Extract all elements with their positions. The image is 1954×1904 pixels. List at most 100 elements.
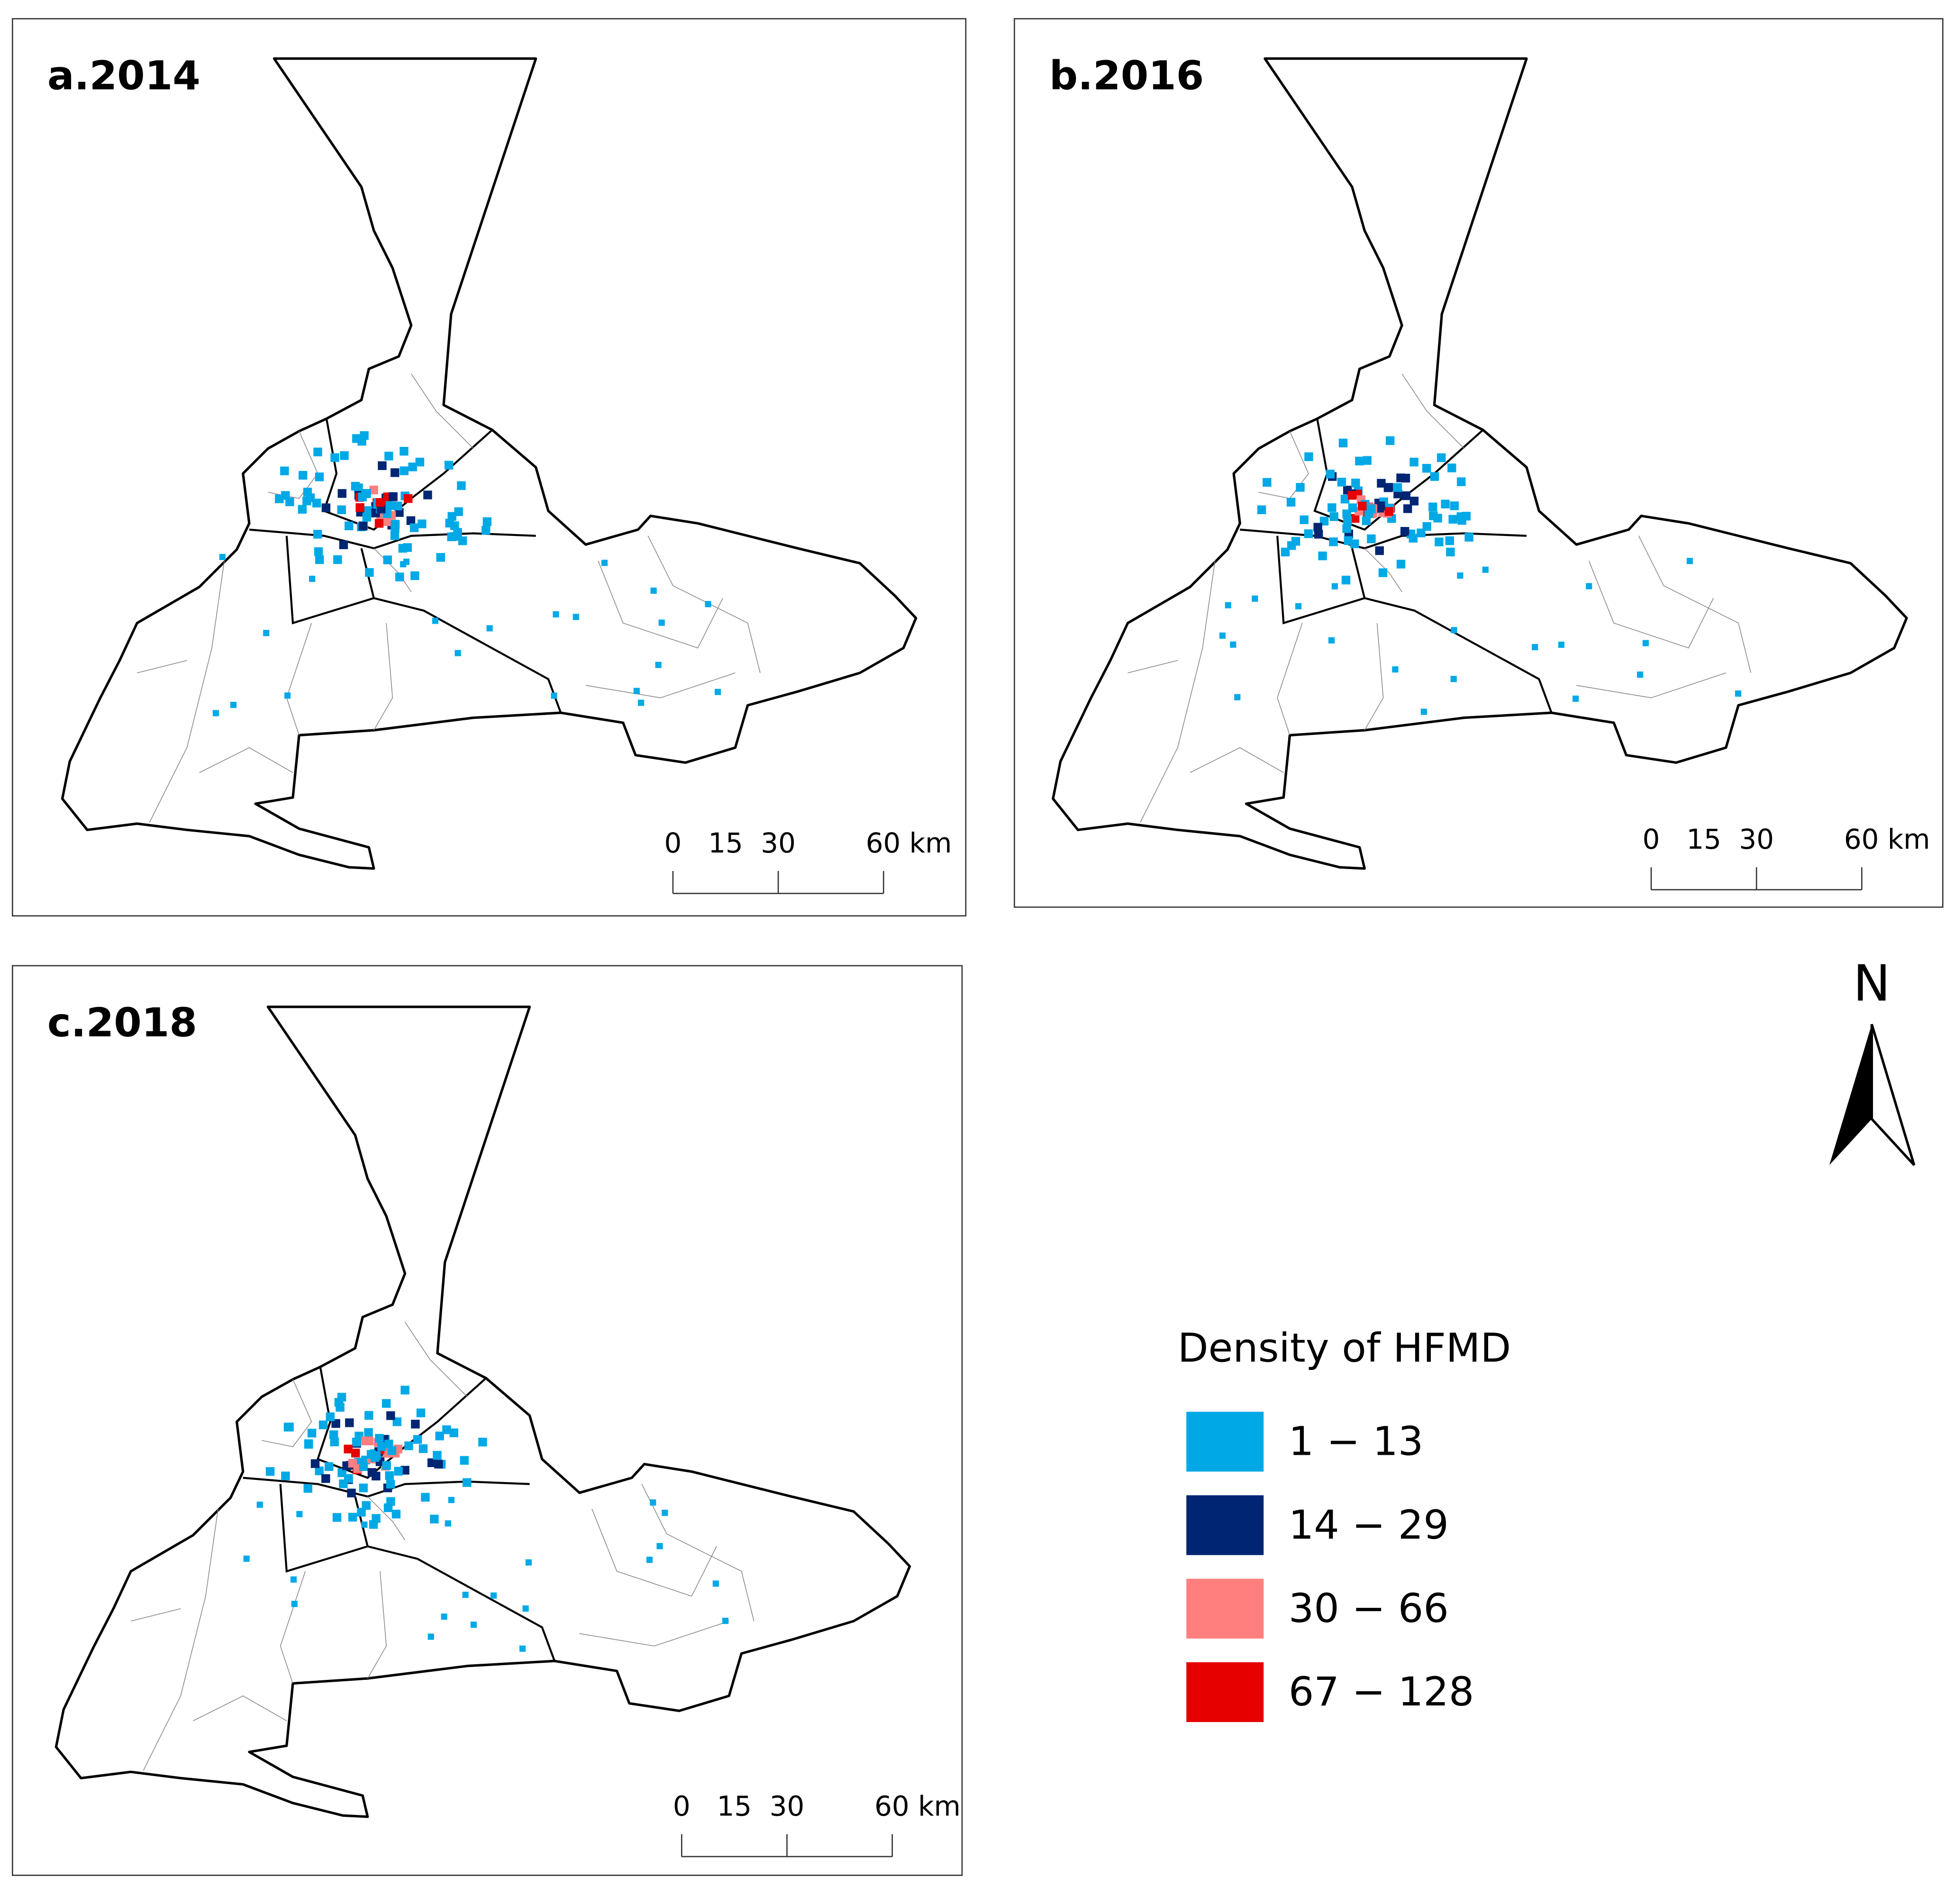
density-cell [230, 702, 237, 708]
density-cell [433, 1451, 442, 1460]
density-cell [374, 519, 384, 528]
density-cell [307, 1429, 317, 1438]
legend-label: 1 − 13 [1289, 1418, 1424, 1465]
density-cell [1348, 503, 1357, 512]
density-cell [1327, 503, 1336, 512]
scale-label: 0 [673, 1790, 691, 1822]
scale-label: 60 km [874, 1790, 961, 1822]
density-cell [324, 1462, 334, 1471]
density-cell [411, 1420, 420, 1429]
density-cell [403, 494, 413, 503]
density-cell [1393, 483, 1402, 492]
density-cell [1457, 477, 1466, 486]
density-cell [1363, 456, 1372, 465]
density-cell [1437, 453, 1446, 462]
density-cell [385, 1471, 394, 1480]
density-cell [1464, 533, 1473, 542]
density-cell [403, 558, 410, 565]
density-cell [391, 524, 400, 533]
density-cell [1392, 666, 1399, 673]
legend-label: 30 − 66 [1289, 1585, 1449, 1632]
density-cell [442, 1425, 451, 1434]
density-cell [1446, 547, 1455, 557]
density-cell [361, 489, 370, 499]
density-cell [1313, 523, 1322, 532]
density-cell [302, 496, 311, 506]
density-cell [365, 568, 374, 577]
density-cell [344, 1444, 353, 1454]
density-cell [1219, 632, 1226, 639]
density-cell [1417, 528, 1426, 537]
density-cell [331, 1419, 340, 1428]
density-cell [486, 625, 493, 632]
density-cell [303, 1484, 312, 1493]
density-cell [1225, 602, 1231, 608]
panel-frame [1014, 18, 1944, 908]
panel-title: a.2014 [47, 53, 200, 99]
density-cell [1350, 539, 1359, 548]
density-cell [400, 1466, 409, 1475]
density-cell [522, 1605, 529, 1612]
density-cell [400, 447, 409, 456]
density-cell [312, 499, 321, 508]
density-cell [290, 1576, 297, 1583]
density-cell [377, 1442, 386, 1451]
density-cell [404, 1441, 413, 1451]
density-cell [384, 452, 393, 461]
density-cell [1735, 690, 1742, 697]
density-cell [376, 498, 385, 507]
density-cell [1400, 527, 1409, 536]
density-cell [1383, 483, 1393, 492]
density-cell [458, 536, 467, 545]
density-cell [1457, 516, 1466, 525]
density-cell [1337, 478, 1346, 487]
density-cell [315, 555, 324, 564]
scale-label: 0 [664, 827, 682, 859]
density-cell [330, 453, 339, 462]
north-arrow-right [1870, 1024, 1916, 1166]
density-cell [482, 526, 491, 535]
density-cell [450, 521, 459, 530]
density-cell [382, 1399, 391, 1408]
density-cell [449, 1428, 458, 1437]
density-cell [1351, 514, 1360, 523]
density-cell [364, 1436, 374, 1446]
density-cell [1637, 671, 1644, 678]
density-cell [409, 523, 419, 532]
density-cell [1447, 463, 1456, 472]
density-cell [313, 530, 322, 539]
density-cell [1642, 640, 1649, 646]
density-cell [1331, 583, 1338, 589]
map-panel: b.2016 0 15 30 60 km [1014, 18, 1944, 908]
density-cell [448, 1496, 454, 1504]
density-cell [367, 1468, 377, 1477]
density-cell [633, 688, 640, 694]
density-cell [364, 1428, 373, 1437]
density-cell [394, 1467, 403, 1476]
density-cell [445, 1520, 451, 1527]
density-cell [463, 1478, 472, 1487]
density-cell [345, 1418, 354, 1427]
density-cell [333, 555, 342, 564]
density-cell [318, 1420, 328, 1430]
density-cell [393, 501, 402, 510]
density-cell [573, 614, 579, 620]
density-cell [1377, 479, 1386, 488]
density-cell [1558, 642, 1565, 648]
density-cell [337, 505, 346, 515]
density-cell [1430, 472, 1439, 481]
density-cell [1295, 603, 1302, 609]
density-cell [1409, 457, 1418, 467]
density-cell [1450, 676, 1457, 682]
density-cell [1457, 572, 1463, 579]
density-cell [315, 1466, 324, 1476]
density-cell [1409, 534, 1418, 543]
density-cell [662, 1509, 668, 1516]
density-cell [415, 457, 425, 467]
density-cell [386, 1497, 395, 1506]
density-cell [395, 508, 404, 517]
density-cell [1252, 595, 1258, 602]
density-cell [722, 1617, 729, 1624]
region-map [56, 1007, 909, 1817]
density-cell [436, 553, 445, 562]
